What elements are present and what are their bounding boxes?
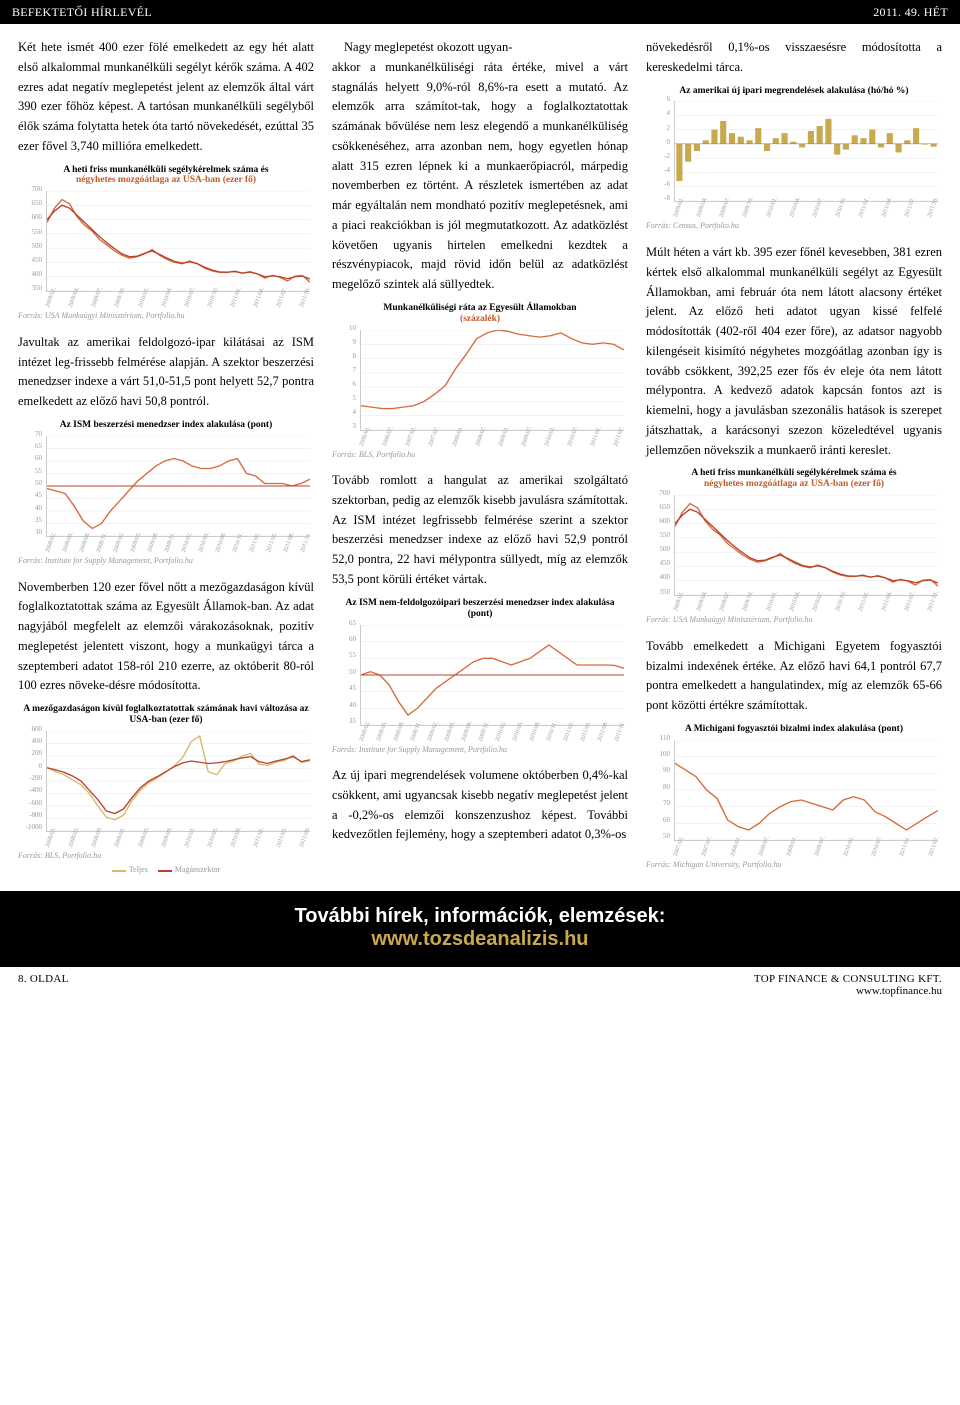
chart4-subtitle: (százalék) xyxy=(460,314,500,324)
header-left: BEFEKTETŐI HÍRLEVÉL xyxy=(12,5,152,20)
col1-p2: Javultak az amerikai feldolgozó-ipar kil… xyxy=(18,333,314,412)
article-columns: Két hete ismét 400 ezer fölé emelkedett … xyxy=(18,38,942,877)
chart5-source: Forrás: Institute for Supply Management,… xyxy=(332,744,628,757)
chart2-canvas: 3035404550556065702008/02.2008/05.2008/0… xyxy=(18,433,314,553)
chart3-source: Forrás: BLS, Portfolio.hu xyxy=(18,850,314,863)
chart1-source: Forrás: USA Munkaügyi Minisztérium, Port… xyxy=(18,310,314,323)
chart8-title: A Michigani fogyasztói bizalmi index ala… xyxy=(646,724,942,735)
col1-p1: Két hete ismét 400 ezer fölé emelkedett … xyxy=(18,38,314,157)
chart1-canvas: 3504004505005506006507002009/01.2009/04.… xyxy=(18,188,314,308)
company-name: TOP FINANCE & CONSULTING KFT. xyxy=(754,973,942,985)
chart5-canvas: 354045505560652008/02.2008/05.2008/08.20… xyxy=(332,622,628,742)
chart8-canvas: 50607080901001102007/01.2007/07.2008/01.… xyxy=(646,737,942,857)
bottom-bar: 8. OLDAL TOP FINANCE & CONSULTING KFT. w… xyxy=(0,967,960,1007)
col2-p2: Tovább romlott a hangulat az amerikai sz… xyxy=(332,471,628,590)
chart-unemployment: Munkanélküliségi ráta az Egyesült Államo… xyxy=(332,303,628,461)
col3-p2: Múlt héten a várt kb. 395 ezer főnél kev… xyxy=(646,243,942,460)
page-content: Két hete ismét 400 ezer fölé emelkedett … xyxy=(0,24,960,883)
col2-p3: Az új ipari megrendelések volumene októb… xyxy=(332,766,628,845)
chart5-title: Az ISM nem-feldolgozóipari beszerzési me… xyxy=(332,598,628,620)
chart-nonfarm: A mezőgazdaságon kívül foglalkoztatottak… xyxy=(18,704,314,877)
chart4-source: Forrás: BLS, Portfolio.hu xyxy=(332,449,628,462)
chart1-title: A heti friss munkanélküli segélykérelmek… xyxy=(63,165,268,175)
col3-p3: Tovább emelkedett a Michigani Egyetem fo… xyxy=(646,637,942,716)
chart6-source: Forrás: Census, Portfolio.hu xyxy=(646,220,942,233)
chart-neworders: Az amerikai új ipari megrendelések alaku… xyxy=(646,86,942,234)
chart3-canvas: -1000-800-600-400-20002004006002008/01.2… xyxy=(18,728,314,848)
header-bar: BEFEKTETŐI HÍRLEVÉL 2011. 49. HÉT xyxy=(0,0,960,24)
chart-jobless-claims-2: A heti friss munkanélküli segélykérelmek… xyxy=(646,468,942,626)
chart2-source: Forrás: Institute for Supply Management,… xyxy=(18,555,314,568)
footer-line1: További hírek, információk, elemzések: xyxy=(295,905,666,927)
legend-swatch-teljes xyxy=(112,870,126,872)
col3-p1: növekedésről 0,1%-os visszaesésre módosí… xyxy=(646,38,942,78)
page-number: 8. OLDAL xyxy=(18,973,69,997)
chart7-source: Forrás: USA Munkaügyi Minisztérium, Port… xyxy=(646,614,942,627)
chart-ism-mfg: Az ISM beszerzési menedzser index alakul… xyxy=(18,420,314,568)
chart4-canvas: 3456789102006/01.2006/07.2007/01.2007/07… xyxy=(332,327,628,447)
chart7-subtitle: négyhetes mozgóátlaga az USA-ban (ezer f… xyxy=(704,479,884,489)
footer-banner: További hírek, információk, elemzések: w… xyxy=(0,891,960,967)
chart1-subtitle: négyhetes mozgóátlaga az USA-ban (ezer f… xyxy=(76,175,256,185)
chart6-canvas: -8-6-4-202462009/01.2009/04.2009/07.2009… xyxy=(646,98,942,218)
legend-label-magan: Magánszektor xyxy=(175,865,220,874)
chart4-title: Munkanélküliségi ráta az Egyesült Államo… xyxy=(383,303,576,313)
chart-michigan: A Michigani fogyasztói bizalmi index ala… xyxy=(646,724,942,872)
chart7-canvas: 3504004505005506006507002009/01.2009/04.… xyxy=(646,492,942,612)
legend-label-teljes: Teljes xyxy=(129,865,148,874)
chart7-title: A heti friss munkanélküli segélykérelmek… xyxy=(691,468,896,478)
company-url[interactable]: www.topfinance.hu xyxy=(856,985,942,997)
chart-ism-nonmfg: Az ISM nem-feldolgozóipari beszerzési me… xyxy=(332,598,628,756)
chart8-source: Forrás: Michigan University, Portfolio.h… xyxy=(646,859,942,872)
chart-jobless-claims-1: A heti friss munkanélküli segélykérelmek… xyxy=(18,165,314,323)
col1-p4: Nagy meglepetést okozott ugyan- xyxy=(332,38,628,58)
header-right: 2011. 49. HÉT xyxy=(873,5,948,20)
footer-url[interactable]: www.tozsdeanalizis.hu xyxy=(0,928,960,951)
chart3-title: A mezőgazdaságon kívül foglalkoztatottak… xyxy=(18,704,314,726)
chart3-legend: Teljes Magánszektor xyxy=(18,864,314,877)
col1-p3: Novemberben 120 ezer fővel nőtt a mezőga… xyxy=(18,578,314,697)
chart2-title: Az ISM beszerzési menedzser index alakul… xyxy=(18,420,314,431)
col2-p1: akkor a munkanélküliségi ráta értéke, mi… xyxy=(332,58,628,295)
chart6-title: Az amerikai új ipari megrendelések alaku… xyxy=(646,86,942,97)
legend-swatch-magan xyxy=(158,870,172,872)
